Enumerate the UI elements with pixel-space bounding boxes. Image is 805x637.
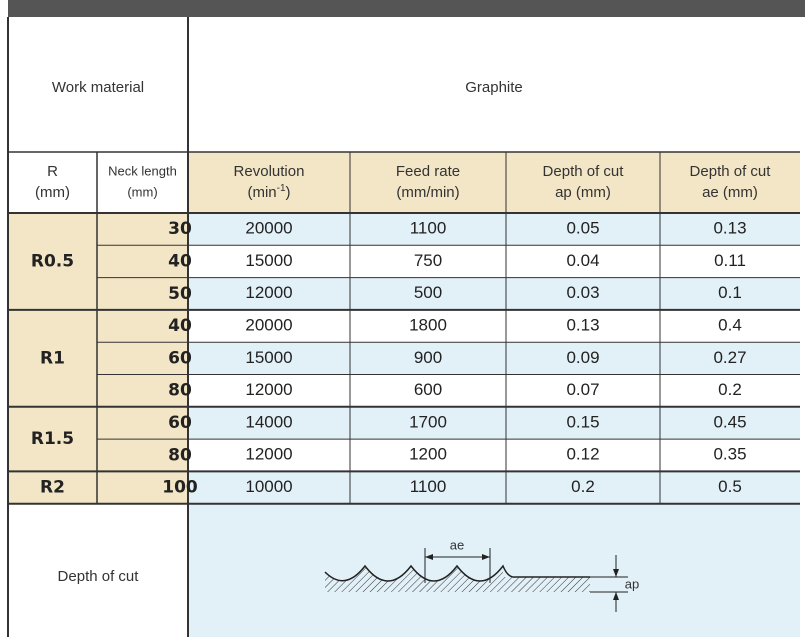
cell-text: ae [450,537,464,552]
cell-text: 0.27 [713,348,746,367]
cell-text: 0.15 [566,412,599,431]
cell-text: 1100 [410,477,447,496]
cell [660,152,800,213]
cell-text: 0.13 [566,316,599,335]
cell-text: 600 [414,380,442,399]
cell [8,471,188,504]
cell-text: 20000 [245,219,292,238]
cell-text: (mm/min) [396,184,459,201]
cell-text: 100 [162,478,198,498]
cell-text: Work material [52,79,144,96]
cell-text: Feed rate [396,163,460,180]
cell [188,342,800,375]
cell-text: 0.07 [566,380,599,399]
cell-text: (mm) [35,184,70,201]
cell-text: 500 [414,283,442,302]
cell-text: 0.2 [718,380,742,399]
cell-text: R0.5 [31,251,74,271]
cell [188,245,800,278]
cell-text: 1800 [409,316,447,335]
cell-text: ae (mm) [702,184,758,201]
cell [8,213,188,310]
cell-text: R [47,163,58,180]
cell-text: 1700 [409,412,447,431]
cell-text: 0.1 [718,283,742,302]
cell-text: Depth of cut [543,163,625,180]
cell-text: 0.2 [571,477,595,496]
cell-text: 15000 [245,348,292,367]
cell-text: 0.03 [566,283,599,302]
cell-text: 12000 [245,445,292,464]
cell-text: 80 [168,381,192,401]
cell-text: 0.4 [718,316,742,335]
cell-text: 30 [168,219,192,239]
cell-text: 15000 [245,251,292,270]
text-part: ) [286,184,291,201]
cell-text: 0.09 [566,348,599,367]
cell-text: Revolution [234,163,305,180]
cell-text: 0.13 [713,219,746,238]
cell-text: 0.5 [718,477,742,496]
cell-text: 40 [168,251,192,271]
cell-text: 750 [414,251,442,270]
cell-text: 0.35 [713,445,746,464]
depth-diagram [324,548,628,612]
cell-text: 900 [414,348,442,367]
cell-text: R1 [40,348,65,368]
cell-text: 40 [168,316,192,336]
cell [188,503,800,637]
cell-text: ap [625,576,639,591]
text-part: -1 [277,183,286,194]
cell-text: 80 [168,445,192,465]
cell-text: Depth of cut [58,568,140,585]
cell [188,152,350,213]
cell-text: Neck length [108,163,177,178]
cell-text: 0.04 [566,251,599,270]
cell [188,213,800,246]
cell-text: ap (mm) [555,184,611,201]
cell-text: (mm) [127,184,157,199]
cell [8,309,188,407]
cell-text: 0.05 [566,219,599,238]
cell-text: R2 [40,478,65,498]
cell-text: 1200 [409,445,447,464]
cell-text: 0.45 [713,412,746,431]
text-part: (min [247,184,276,201]
cell-text: 0.12 [566,445,599,464]
cell-text: 1100 [410,219,447,238]
cell [188,471,800,504]
cell-text: 60 [168,348,192,368]
cell [506,152,660,213]
cell-text: 10000 [245,477,292,496]
top-bar [8,0,805,17]
cell [188,309,800,343]
cell-text: Graphite [465,79,523,96]
cell [188,374,800,407]
cell-text: 14000 [245,412,292,431]
cell [188,439,800,472]
cell-text: 0.11 [714,251,746,270]
cell-text: R1.5 [31,429,74,449]
cell [188,406,800,440]
cell-text: 12000 [245,380,292,399]
cell-text: 20000 [245,316,292,335]
cell-text: 60 [168,413,192,433]
cell-text: Depth of cut [690,163,772,180]
cell-text: 12000 [245,283,292,302]
cell [350,152,506,213]
cell-text: 50 [168,284,192,304]
cell [188,277,800,310]
cell-text: (min-1) [247,183,290,201]
